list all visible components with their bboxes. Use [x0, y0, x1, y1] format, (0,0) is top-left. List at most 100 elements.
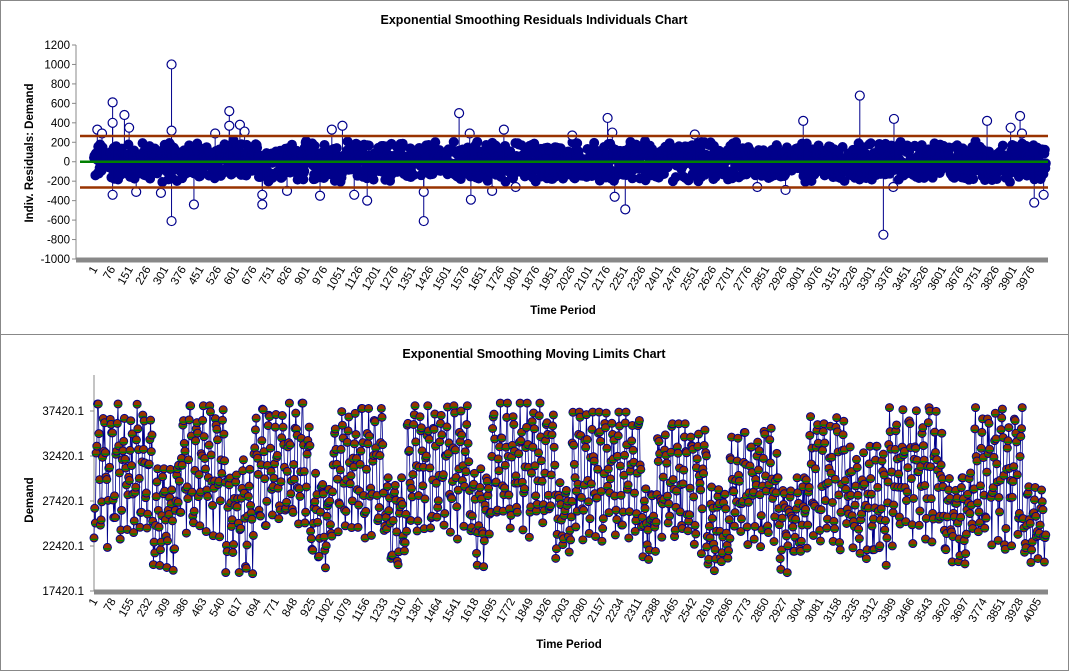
- demand-point: [176, 507, 186, 517]
- demand-point: [700, 425, 710, 435]
- demand-point: [439, 520, 449, 530]
- demand-point: [504, 490, 514, 500]
- demand-point: [479, 562, 489, 572]
- demand-point: [265, 443, 275, 453]
- demand-point: [838, 430, 848, 440]
- demand-point: [914, 520, 924, 530]
- demand-point: [985, 444, 995, 454]
- demand-point: [965, 509, 975, 519]
- demand-point: [260, 474, 270, 484]
- demand-point: [378, 440, 388, 450]
- demand-point: [397, 473, 407, 483]
- residual-point: [363, 140, 374, 151]
- demand-point: [984, 418, 994, 428]
- demand-point: [796, 536, 806, 546]
- demand-point: [112, 418, 122, 428]
- demand-point: [1027, 545, 1037, 555]
- demand-point: [772, 448, 782, 458]
- y-tick-label: 0: [64, 157, 70, 169]
- demand-point: [536, 456, 546, 466]
- residual-point: [1039, 144, 1050, 155]
- demand-point: [213, 435, 223, 445]
- demand-point: [975, 481, 985, 491]
- demand-point: [484, 483, 494, 493]
- demand-point: [134, 473, 144, 483]
- demand-point: [93, 399, 103, 409]
- demand-point: [110, 491, 120, 501]
- demand-point: [680, 419, 690, 429]
- demand-point: [598, 524, 608, 534]
- demand-point: [445, 527, 455, 537]
- demand-point: [291, 408, 301, 418]
- demand-point: [361, 506, 371, 516]
- demand-point: [308, 545, 318, 555]
- demand-point: [186, 401, 196, 411]
- demand-point: [154, 522, 164, 532]
- residual-outlier-point: [224, 120, 235, 131]
- demand-point: [822, 523, 832, 533]
- x-tick-label: 386: [171, 597, 191, 620]
- demand-point: [802, 543, 812, 553]
- demand-point: [493, 454, 503, 464]
- residual-outlier-point: [119, 109, 130, 121]
- demand-point: [733, 433, 743, 443]
- demand-point: [994, 492, 1004, 502]
- demand-point: [684, 510, 694, 520]
- demand-point: [1037, 497, 1047, 507]
- demand-point: [529, 424, 539, 434]
- x-tick-label: 848: [280, 597, 300, 620]
- demand-point: [892, 420, 902, 430]
- demand-point: [100, 448, 110, 458]
- demand-point: [696, 485, 706, 495]
- x-tick-label: 901: [293, 265, 313, 288]
- demand-point: [829, 516, 839, 526]
- demand-point: [346, 471, 356, 481]
- residual-outlier-point: [337, 120, 348, 131]
- residual-outlier-point: [798, 115, 809, 126]
- y-tick-label: -200: [47, 176, 70, 188]
- demand-point: [876, 504, 886, 514]
- demand-point: [361, 464, 371, 474]
- demand-point: [1013, 529, 1023, 539]
- demand-point: [199, 432, 209, 442]
- demand-point: [644, 554, 654, 564]
- y-tick-label: 600: [51, 98, 70, 110]
- demand-point: [105, 462, 115, 472]
- demand-point: [479, 536, 489, 546]
- demand-point: [218, 405, 228, 415]
- demand-point: [246, 500, 256, 510]
- demand-point: [887, 541, 897, 551]
- demand-point: [815, 536, 825, 546]
- demand-point: [853, 490, 863, 500]
- demand-point: [707, 513, 717, 523]
- demand-point: [531, 491, 541, 501]
- demand-point: [1004, 423, 1014, 433]
- demand-point: [306, 534, 316, 544]
- residual-outlier-point: [124, 122, 135, 133]
- demand-point: [366, 530, 376, 540]
- demand-point: [678, 479, 688, 489]
- demand-point: [205, 407, 215, 417]
- demand-point: [665, 511, 675, 521]
- residual-outlier-point: [257, 199, 268, 210]
- demand-point: [413, 516, 423, 526]
- residual-outlier-point: [454, 107, 465, 119]
- demand-point: [616, 490, 626, 500]
- demand-point: [628, 445, 638, 455]
- demand-point: [679, 465, 689, 475]
- demand-point: [426, 523, 436, 533]
- demand-point: [208, 500, 218, 510]
- demand-point: [788, 522, 798, 532]
- demand-point: [212, 424, 222, 434]
- demand-point: [763, 528, 773, 538]
- residual-outlier-point: [1029, 197, 1040, 208]
- demand-point: [115, 534, 125, 544]
- demand-point: [457, 430, 467, 440]
- demand-point: [597, 536, 607, 546]
- demand-point: [937, 428, 947, 438]
- demand-point: [830, 524, 840, 534]
- demand-point: [685, 483, 695, 493]
- demand-point: [704, 521, 714, 531]
- demand-point: [464, 457, 474, 467]
- x-tick-label: 3976: [1014, 265, 1037, 293]
